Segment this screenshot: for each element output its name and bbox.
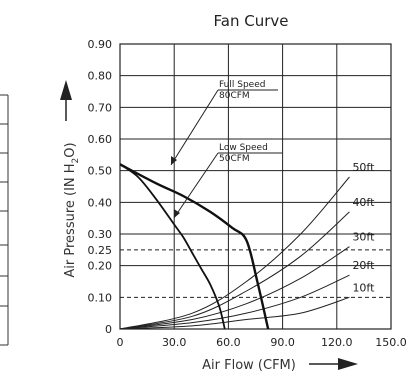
y-tick-labels: 0 0.10 0.20 0.25 0.30 0.40 0.50 0.60 0.70 0.80 0.9… xyxy=(88,38,113,336)
system-curve-label-40ft: 40ft xyxy=(352,196,375,209)
fan-curve-1 xyxy=(119,163,226,330)
y-tick-label-3: 0.25 xyxy=(88,244,113,257)
y-tick-label-0: 0 xyxy=(105,323,112,336)
full-speed-pointer xyxy=(170,89,219,166)
system-curve-label-50ft: 50ft xyxy=(352,161,375,174)
system-curve-10ft xyxy=(119,296,350,330)
x-tick-label-5: 150.0 xyxy=(375,336,407,349)
y-axis-label-subscript: 2 xyxy=(71,158,81,164)
full-speed-label: Full Speed xyxy=(219,80,265,90)
y-axis-arrow xyxy=(60,80,72,121)
x-tick-label-4: 120.0 xyxy=(321,336,353,349)
y-axis-label: Air Pressure (IN H2O) xyxy=(63,142,81,277)
y-axis-label-main: Air Pressure (IN H xyxy=(63,163,78,277)
y-tick-label-10: 0.90 xyxy=(88,38,113,51)
x-axis-label: Air Flow (CFM) xyxy=(202,358,296,373)
full-speed-arrowhead xyxy=(171,156,177,165)
y-tick-label-6: 0.50 xyxy=(88,165,113,178)
y-tick-label-5: 0.40 xyxy=(88,196,113,209)
low-speed-label: Low Speed xyxy=(219,143,268,153)
y-tick-label-1: 0.10 xyxy=(88,291,113,304)
low-speed-cfm-label: 50CFM xyxy=(219,154,250,164)
fan-curves xyxy=(119,163,270,330)
system-curve-50ft xyxy=(119,176,350,330)
system-curve-label-20ft: 20ft xyxy=(352,259,375,272)
system-curve-label-10ft: 10ft xyxy=(352,281,375,294)
y-tick-label-9: 0.80 xyxy=(88,70,113,83)
x-tick-label-2: 60.0 xyxy=(216,336,241,349)
plot-frame xyxy=(119,43,392,330)
y-tick-label-4: 0.30 xyxy=(88,228,113,241)
system-curve-30ft xyxy=(119,246,350,330)
chart-title: Fan Curve xyxy=(214,12,289,30)
x-tick-label-3: 90.0 xyxy=(270,336,295,349)
x-tick-label-1: 30.0 xyxy=(162,336,187,349)
system-curve-label-30ft: 30ft xyxy=(352,231,375,244)
y-tick-label-2: 0.20 xyxy=(88,260,113,273)
x-axis-arrow xyxy=(309,358,358,370)
low-speed-pointer xyxy=(173,152,219,219)
grid xyxy=(119,43,392,330)
system-curves: 50ft 40ft 30ft 20ft 10ft xyxy=(119,161,375,330)
x-tick-labels: 0 30.0 60.0 90.0 120.0 150.0 xyxy=(117,336,407,349)
x-tick-label-0: 0 xyxy=(117,336,124,349)
y-tick-label-8: 0.70 xyxy=(88,101,113,114)
reference-lines xyxy=(120,249,391,298)
fan-curve-0 xyxy=(119,163,270,330)
y-axis-label-end: O) xyxy=(63,142,78,157)
fan-annotations: Full Speed 80CFM Low Speed 50CFM xyxy=(170,80,282,219)
table-edge xyxy=(0,94,9,346)
full-speed-cfm-label: 80CFM xyxy=(219,91,250,101)
system-curve-20ft xyxy=(119,274,350,330)
y-tick-label-7: 0.60 xyxy=(88,133,113,146)
low-speed-arrowhead xyxy=(174,209,180,218)
system-curve-40ft xyxy=(119,211,350,330)
